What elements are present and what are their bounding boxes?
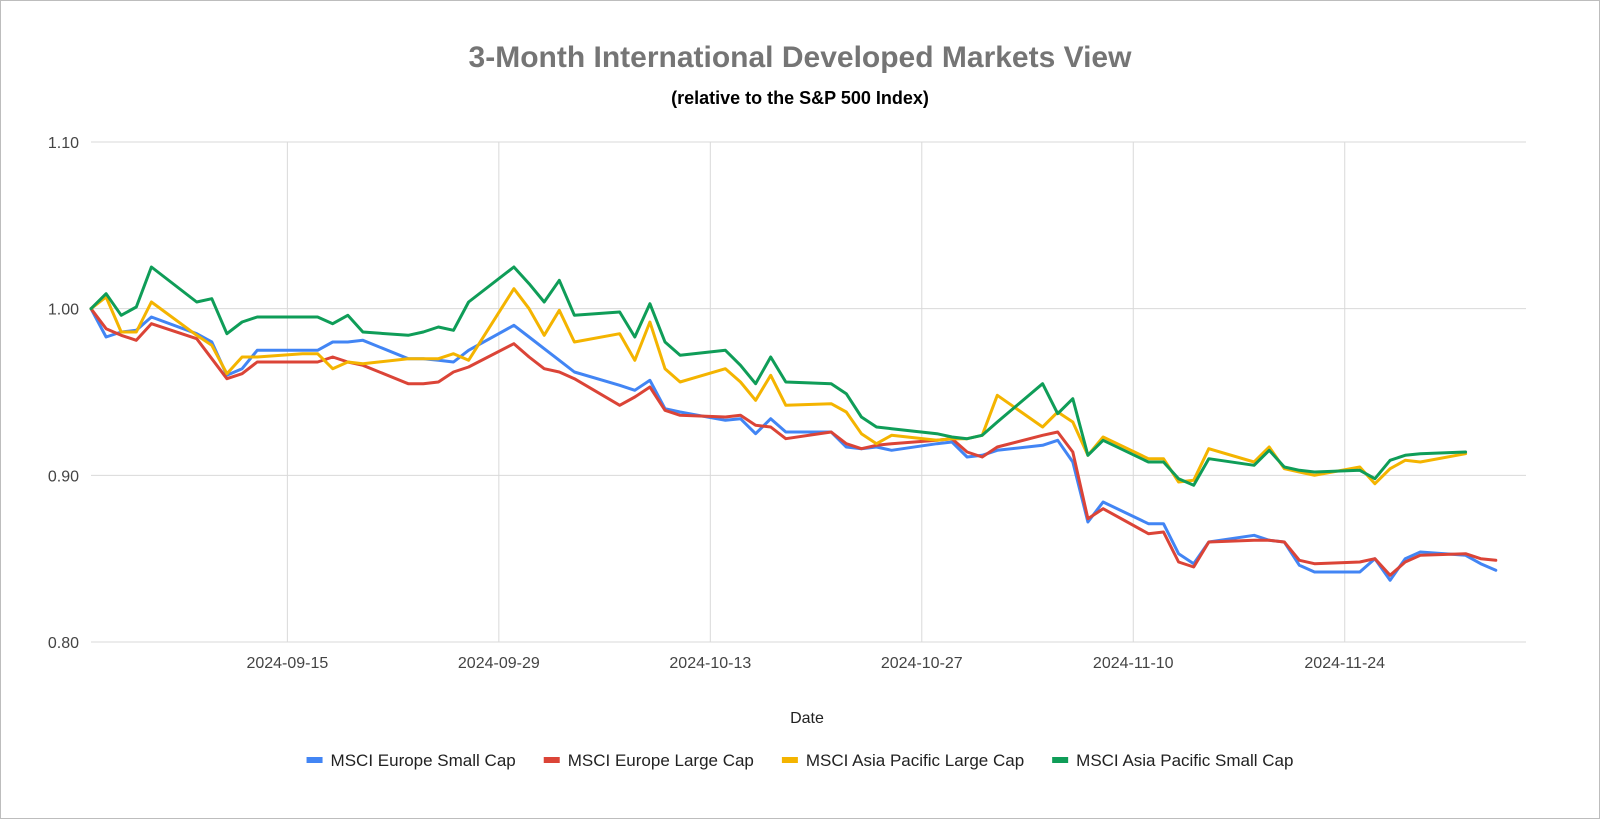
chart-subtitle: (relative to the S&P 500 Index) [671,88,929,108]
legend-swatch [306,757,323,763]
chart-title: 3-Month International Developed Markets … [469,41,1133,74]
legend-item: MSCI Asia Pacific Large Cap [781,751,1024,770]
x-gridlines [286,142,1346,642]
legend-swatch [543,757,560,763]
legend-item: MSCI Europe Small Cap [306,751,516,770]
x-tick-label: 2024-11-10 [1093,655,1174,672]
y-tick-label: 0.90 [48,468,79,485]
legend-swatch [1052,757,1069,763]
x-tick-label: 2024-09-29 [458,655,540,672]
x-tick-label: 2024-09-15 [246,655,328,672]
y-gridlines [91,141,1526,643]
y-tick-label: 1.00 [48,302,79,319]
series-line [89,265,1468,487]
y-axis-ticks: 0.80 0.90 1.00 1.10 [48,135,79,652]
y-tick-label: 1.10 [48,135,79,152]
series-line [89,307,1498,582]
x-tick-label: 2024-10-13 [669,655,751,672]
legend-item: MSCI Europe Large Cap [543,751,754,770]
x-tick-label: 2024-10-27 [881,655,963,672]
legend-label: MSCI Asia Pacific Small Cap [1076,751,1293,770]
legend-label: MSCI Asia Pacific Large Cap [806,751,1024,770]
legend: MSCI Europe Small Cap MSCI Europe Large C… [306,751,1293,770]
x-axis-ticks: 2024-09-15 2024-09-29 2024-10-13 2024-10-27… [246,655,1385,672]
legend-item: MSCI Asia Pacific Small Cap [1052,751,1293,770]
series-line [89,287,1468,486]
series-lines [89,265,1498,582]
x-tick-label: 2024-11-24 [1304,655,1385,672]
y-tick-label: 0.80 [48,635,79,652]
legend-label: MSCI Europe Large Cap [568,751,754,770]
x-axis-title: Date [790,710,824,727]
legend-label: MSCI Europe Small Cap [331,751,516,770]
series-line [89,307,1498,577]
legend-swatch [781,757,798,763]
